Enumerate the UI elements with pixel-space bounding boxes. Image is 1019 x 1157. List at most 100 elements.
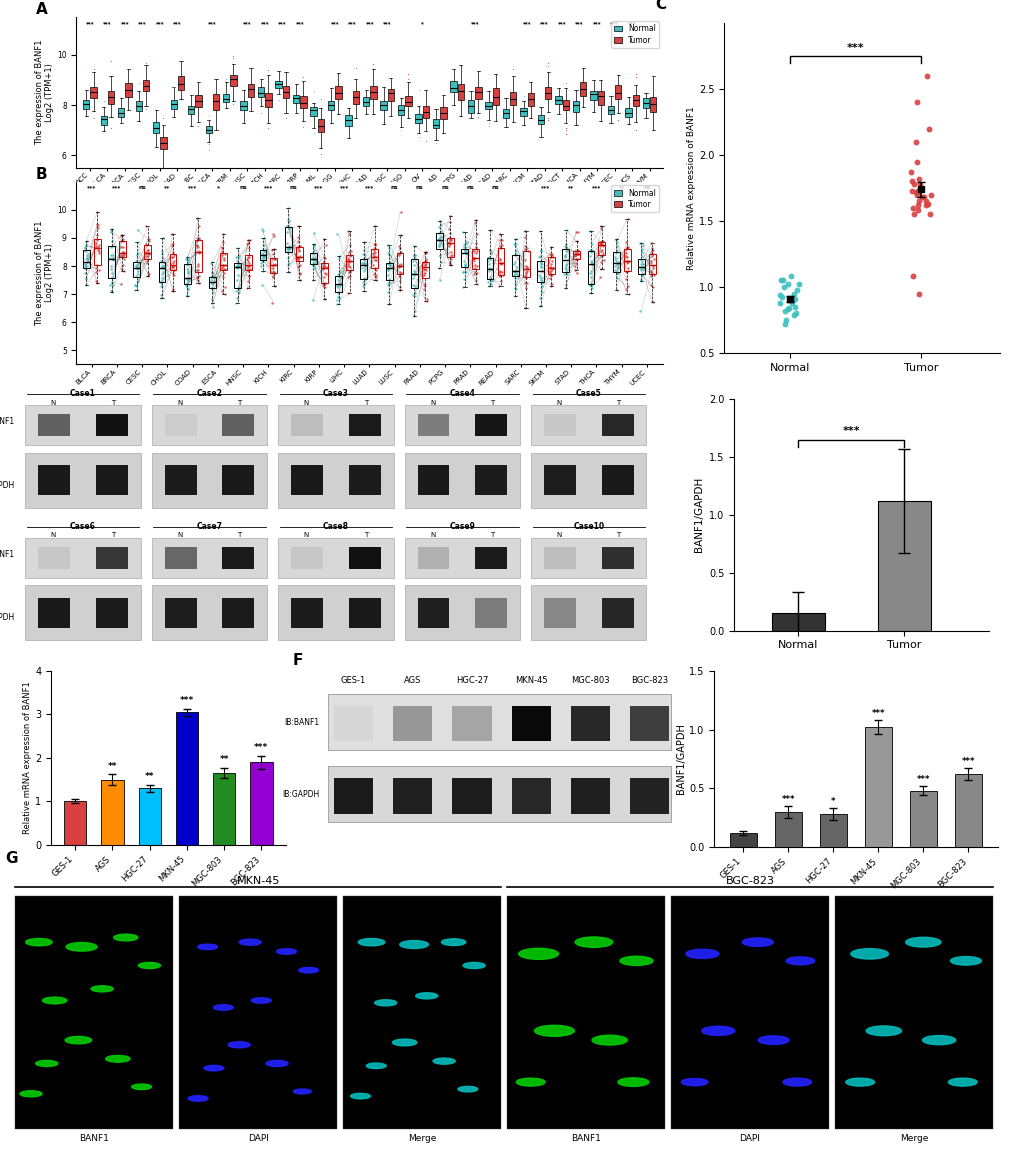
Point [417, 250, 433, 268]
Point [468, 274, 484, 293]
Circle shape [276, 949, 297, 955]
Text: ***: *** [208, 21, 216, 27]
Point [458, 244, 474, 263]
Point [240, 238, 257, 257]
Point [431, 237, 447, 256]
Point [595, 250, 611, 268]
Point [518, 263, 534, 281]
Text: ***: *** [87, 185, 97, 190]
Point [280, 211, 297, 229]
Point [266, 277, 282, 295]
Point [230, 248, 247, 266]
Point [606, 261, 623, 280]
Circle shape [463, 963, 485, 968]
Point [407, 277, 423, 295]
Point [583, 255, 599, 273]
Point [178, 275, 195, 294]
Text: ***: *** [591, 185, 600, 190]
Point [229, 238, 246, 257]
Point [533, 252, 549, 271]
Point [431, 271, 447, 289]
Text: Case3: Case3 [323, 389, 348, 398]
Text: DAPI: DAPI [248, 1134, 268, 1143]
Point [407, 283, 423, 302]
Point [114, 260, 130, 279]
Bar [291, 547, 323, 569]
Point [331, 275, 347, 294]
Point [557, 235, 574, 253]
Point [542, 258, 558, 277]
Bar [291, 414, 323, 436]
Point [582, 283, 598, 302]
Point [76, 237, 93, 256]
Point [633, 272, 649, 290]
Point [368, 266, 384, 285]
Point [304, 244, 320, 263]
Text: T: T [236, 399, 242, 406]
Point [88, 272, 104, 290]
Point [78, 268, 95, 287]
Text: N: N [430, 532, 435, 538]
Point [432, 227, 448, 245]
Text: ***: *** [120, 21, 129, 27]
Point [920, 119, 936, 138]
Circle shape [293, 1089, 311, 1093]
Point [491, 266, 507, 285]
Circle shape [374, 1000, 396, 1005]
Bar [179, 896, 336, 1129]
Point [533, 241, 549, 259]
Bar [601, 465, 633, 495]
Point [91, 243, 107, 261]
Point [406, 261, 422, 280]
Point [204, 264, 220, 282]
Text: N: N [304, 532, 309, 538]
Point [493, 230, 510, 249]
Point [265, 224, 281, 243]
Point [191, 267, 207, 286]
Point [178, 286, 195, 304]
Text: ***: *** [347, 21, 357, 27]
Point [787, 297, 803, 316]
Point [908, 185, 924, 204]
Point [177, 250, 194, 268]
Point [179, 274, 196, 293]
Point [905, 205, 921, 223]
Circle shape [187, 1096, 208, 1101]
Point [911, 178, 927, 197]
Point [267, 250, 283, 268]
Circle shape [213, 1004, 233, 1010]
Point [328, 295, 344, 314]
Point [291, 264, 308, 282]
Point [505, 255, 522, 273]
Bar [342, 896, 500, 1129]
Bar [531, 538, 646, 577]
Point [306, 241, 322, 259]
Point [517, 228, 533, 246]
Point [203, 255, 219, 273]
Point [153, 265, 169, 283]
Point [557, 242, 574, 260]
Point [380, 260, 396, 279]
Circle shape [20, 1091, 42, 1097]
Point [468, 211, 484, 229]
Point [205, 282, 221, 301]
Point [519, 259, 535, 278]
Point [178, 287, 195, 305]
Circle shape [701, 1026, 734, 1036]
Point [492, 253, 508, 272]
Point [516, 267, 532, 286]
Point [618, 246, 634, 265]
Point [441, 255, 458, 273]
Text: ***: *** [592, 21, 601, 27]
Circle shape [905, 937, 941, 948]
Point [204, 267, 220, 286]
Point [592, 219, 608, 237]
Point [357, 260, 373, 279]
Point [430, 258, 446, 277]
Point [457, 242, 473, 260]
Point [214, 245, 230, 264]
Point [280, 256, 297, 274]
Point [581, 264, 597, 282]
Text: **: ** [219, 756, 228, 765]
Circle shape [198, 944, 217, 950]
